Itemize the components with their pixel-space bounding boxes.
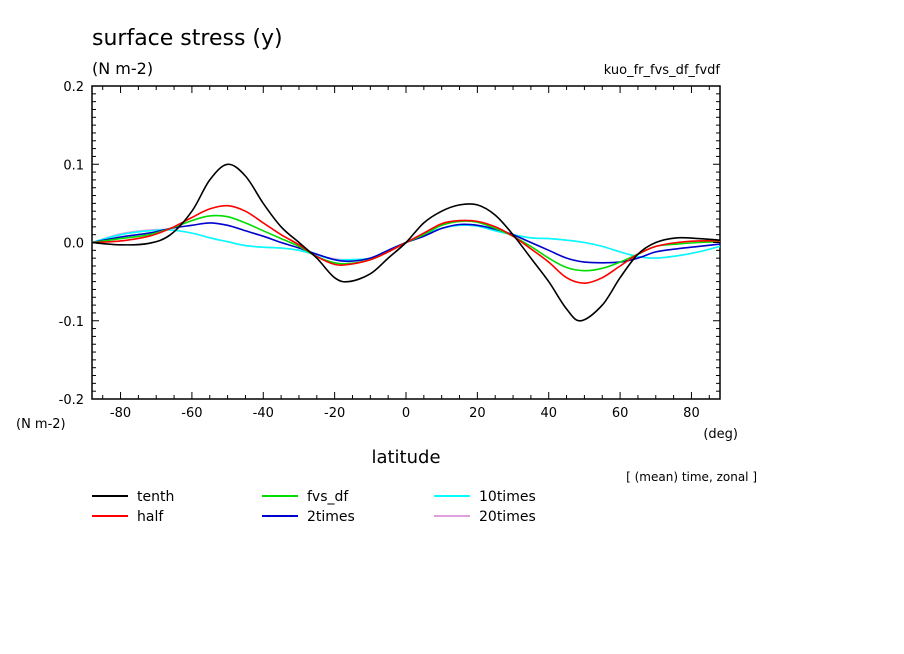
y-tick-label: 0.1 [63,158,84,173]
legend: tenth half fvs_df 2times 10times 20times [92,489,536,525]
legend-label-fvs_df: fvs_df [307,489,349,505]
x-axis-units: (deg) [703,427,738,442]
legend-label-20times: 20times [479,509,536,525]
legend-label-half: half [137,509,164,525]
tick-layer: -80 -60 -40 -20 0 20 40 60 80 -0.2 -0.1 0.0 0.1 0.2 [59,80,720,421]
x-tick-label: 60 [612,406,629,421]
experiment-label: kuo_fr_fvs_df_fvdf [604,63,721,78]
y-tick-label: 0.2 [63,80,84,95]
y-axis-label: (N m-2) [16,417,66,432]
series-layer [91,163,721,322]
x-axis-label: latitude [371,447,440,468]
legend-label-tenth: tenth [137,489,174,505]
chart-title: surface stress (y) [92,26,283,51]
x-tick-label: -40 [253,406,274,421]
legend-label-2times: 2times [307,509,355,525]
x-tick-label: 0 [402,406,410,421]
units-label: (N m-2) [92,59,153,78]
y-tick-label: -0.2 [59,393,84,408]
x-tick-label: 20 [469,406,486,421]
y-tick-label: -0.1 [59,315,84,330]
y-tick-label: 0.0 [63,237,84,252]
x-tick-label: -60 [181,406,202,421]
x-tick-label: 80 [683,406,700,421]
x-tick-label: -20 [324,406,345,421]
x-tick-label: 40 [540,406,557,421]
legend-label-10times: 10times [479,489,536,505]
series-line-half [91,204,721,284]
x-tick-label: -80 [110,406,131,421]
series-line-tenth [91,163,721,322]
averaging-note: [ (mean) time, zonal ] [626,470,757,484]
